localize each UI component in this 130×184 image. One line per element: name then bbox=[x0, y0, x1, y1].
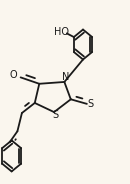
Text: O: O bbox=[9, 70, 17, 80]
Text: N: N bbox=[62, 72, 69, 82]
Text: HO: HO bbox=[54, 26, 69, 37]
Text: S: S bbox=[88, 99, 94, 109]
Text: S: S bbox=[52, 110, 58, 120]
